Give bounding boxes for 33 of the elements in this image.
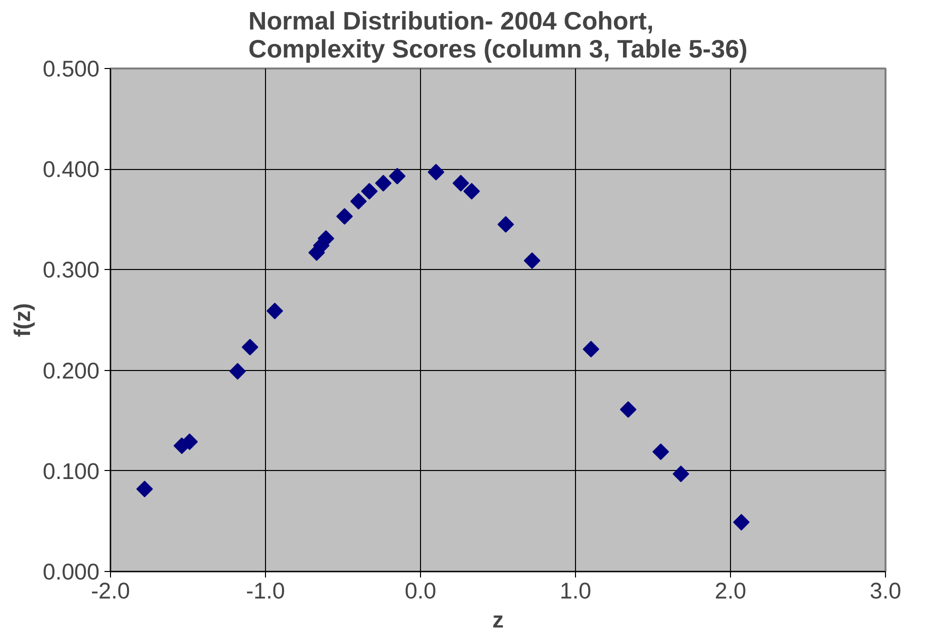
- point: [361, 182, 378, 200]
- point: [620, 401, 636, 418]
- y-tick-label: 0.400: [42, 156, 100, 182]
- point: [463, 182, 480, 200]
- point: [266, 302, 284, 320]
- point: [524, 252, 540, 269]
- x-tick-label: 2.0: [714, 578, 746, 604]
- point: [336, 208, 353, 225]
- y-tick-label: 0.300: [42, 256, 100, 283]
- point: [229, 363, 246, 380]
- y-tick-label: 0.500: [42, 56, 100, 82]
- point: [672, 466, 690, 482]
- x-axis-title: z: [492, 606, 504, 632]
- x-tick-label: 3.0: [870, 578, 902, 604]
- y-axis-title: f(z): [8, 303, 35, 337]
- point: [375, 174, 392, 192]
- chart-title: Normal Distribution- 2004 Cohort, Complexity Scores (column 3, Table 5-36): [248, 8, 748, 64]
- point: [388, 168, 406, 184]
- point: [350, 193, 367, 210]
- point: [452, 174, 470, 192]
- x-tick-label: 0.0: [404, 578, 436, 604]
- point: [733, 514, 750, 530]
- x-tick-label: 1.0: [560, 578, 592, 604]
- point: [497, 216, 514, 233]
- y-tick-label: 0.200: [42, 357, 100, 384]
- y-tick-label: 0.000: [42, 558, 100, 584]
- point: [428, 164, 444, 180]
- point: [582, 340, 600, 358]
- point: [242, 338, 258, 356]
- point: [136, 480, 153, 498]
- x-tick-label: -1.0: [246, 578, 286, 604]
- point: [652, 444, 670, 460]
- y-tick-label: 0.100: [42, 458, 100, 484]
